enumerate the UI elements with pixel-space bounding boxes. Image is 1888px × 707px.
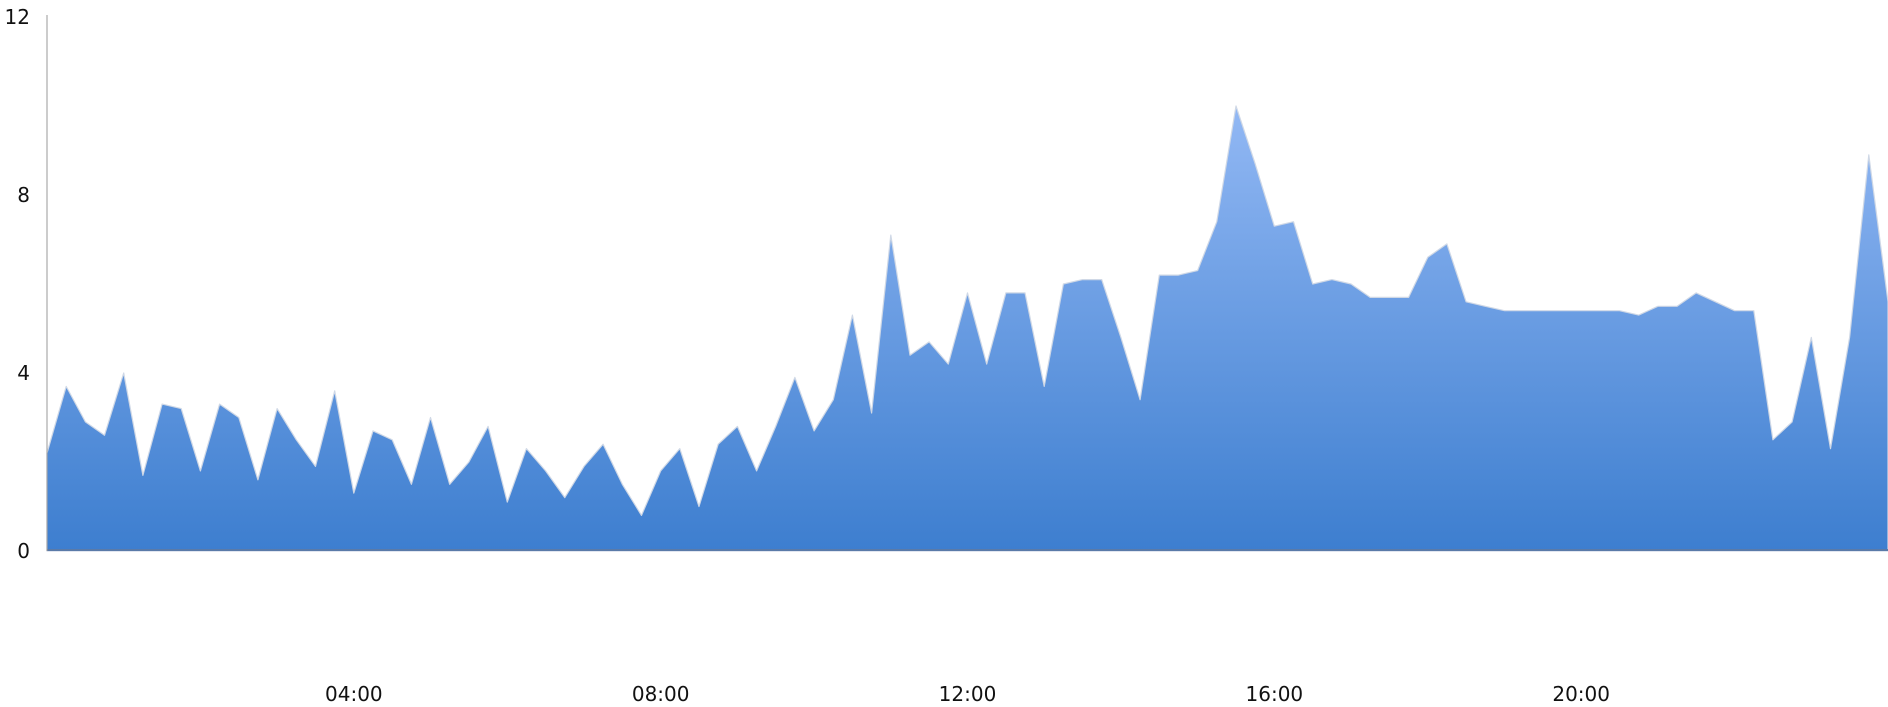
series-area [46,105,1888,552]
x-tick-label: 12:00 [939,682,997,706]
x-tick-label: 16:00 [1246,682,1304,706]
x-tick-label: 04:00 [325,682,383,706]
y-tick-label: 4 [17,361,30,385]
x-tick-label: 20:00 [1552,682,1610,706]
y-tick-label: 0 [17,539,30,563]
x-tick-label: 08:00 [632,682,690,706]
y-tick-label: 8 [17,183,30,207]
y-axis-ticks: 0 4 8 12 [5,5,30,563]
plot-area [46,105,1888,552]
y-tick-label: 12 [5,5,30,29]
x-axis-ticks: 04:00 08:00 12:00 16:00 20:00 [325,682,1610,706]
